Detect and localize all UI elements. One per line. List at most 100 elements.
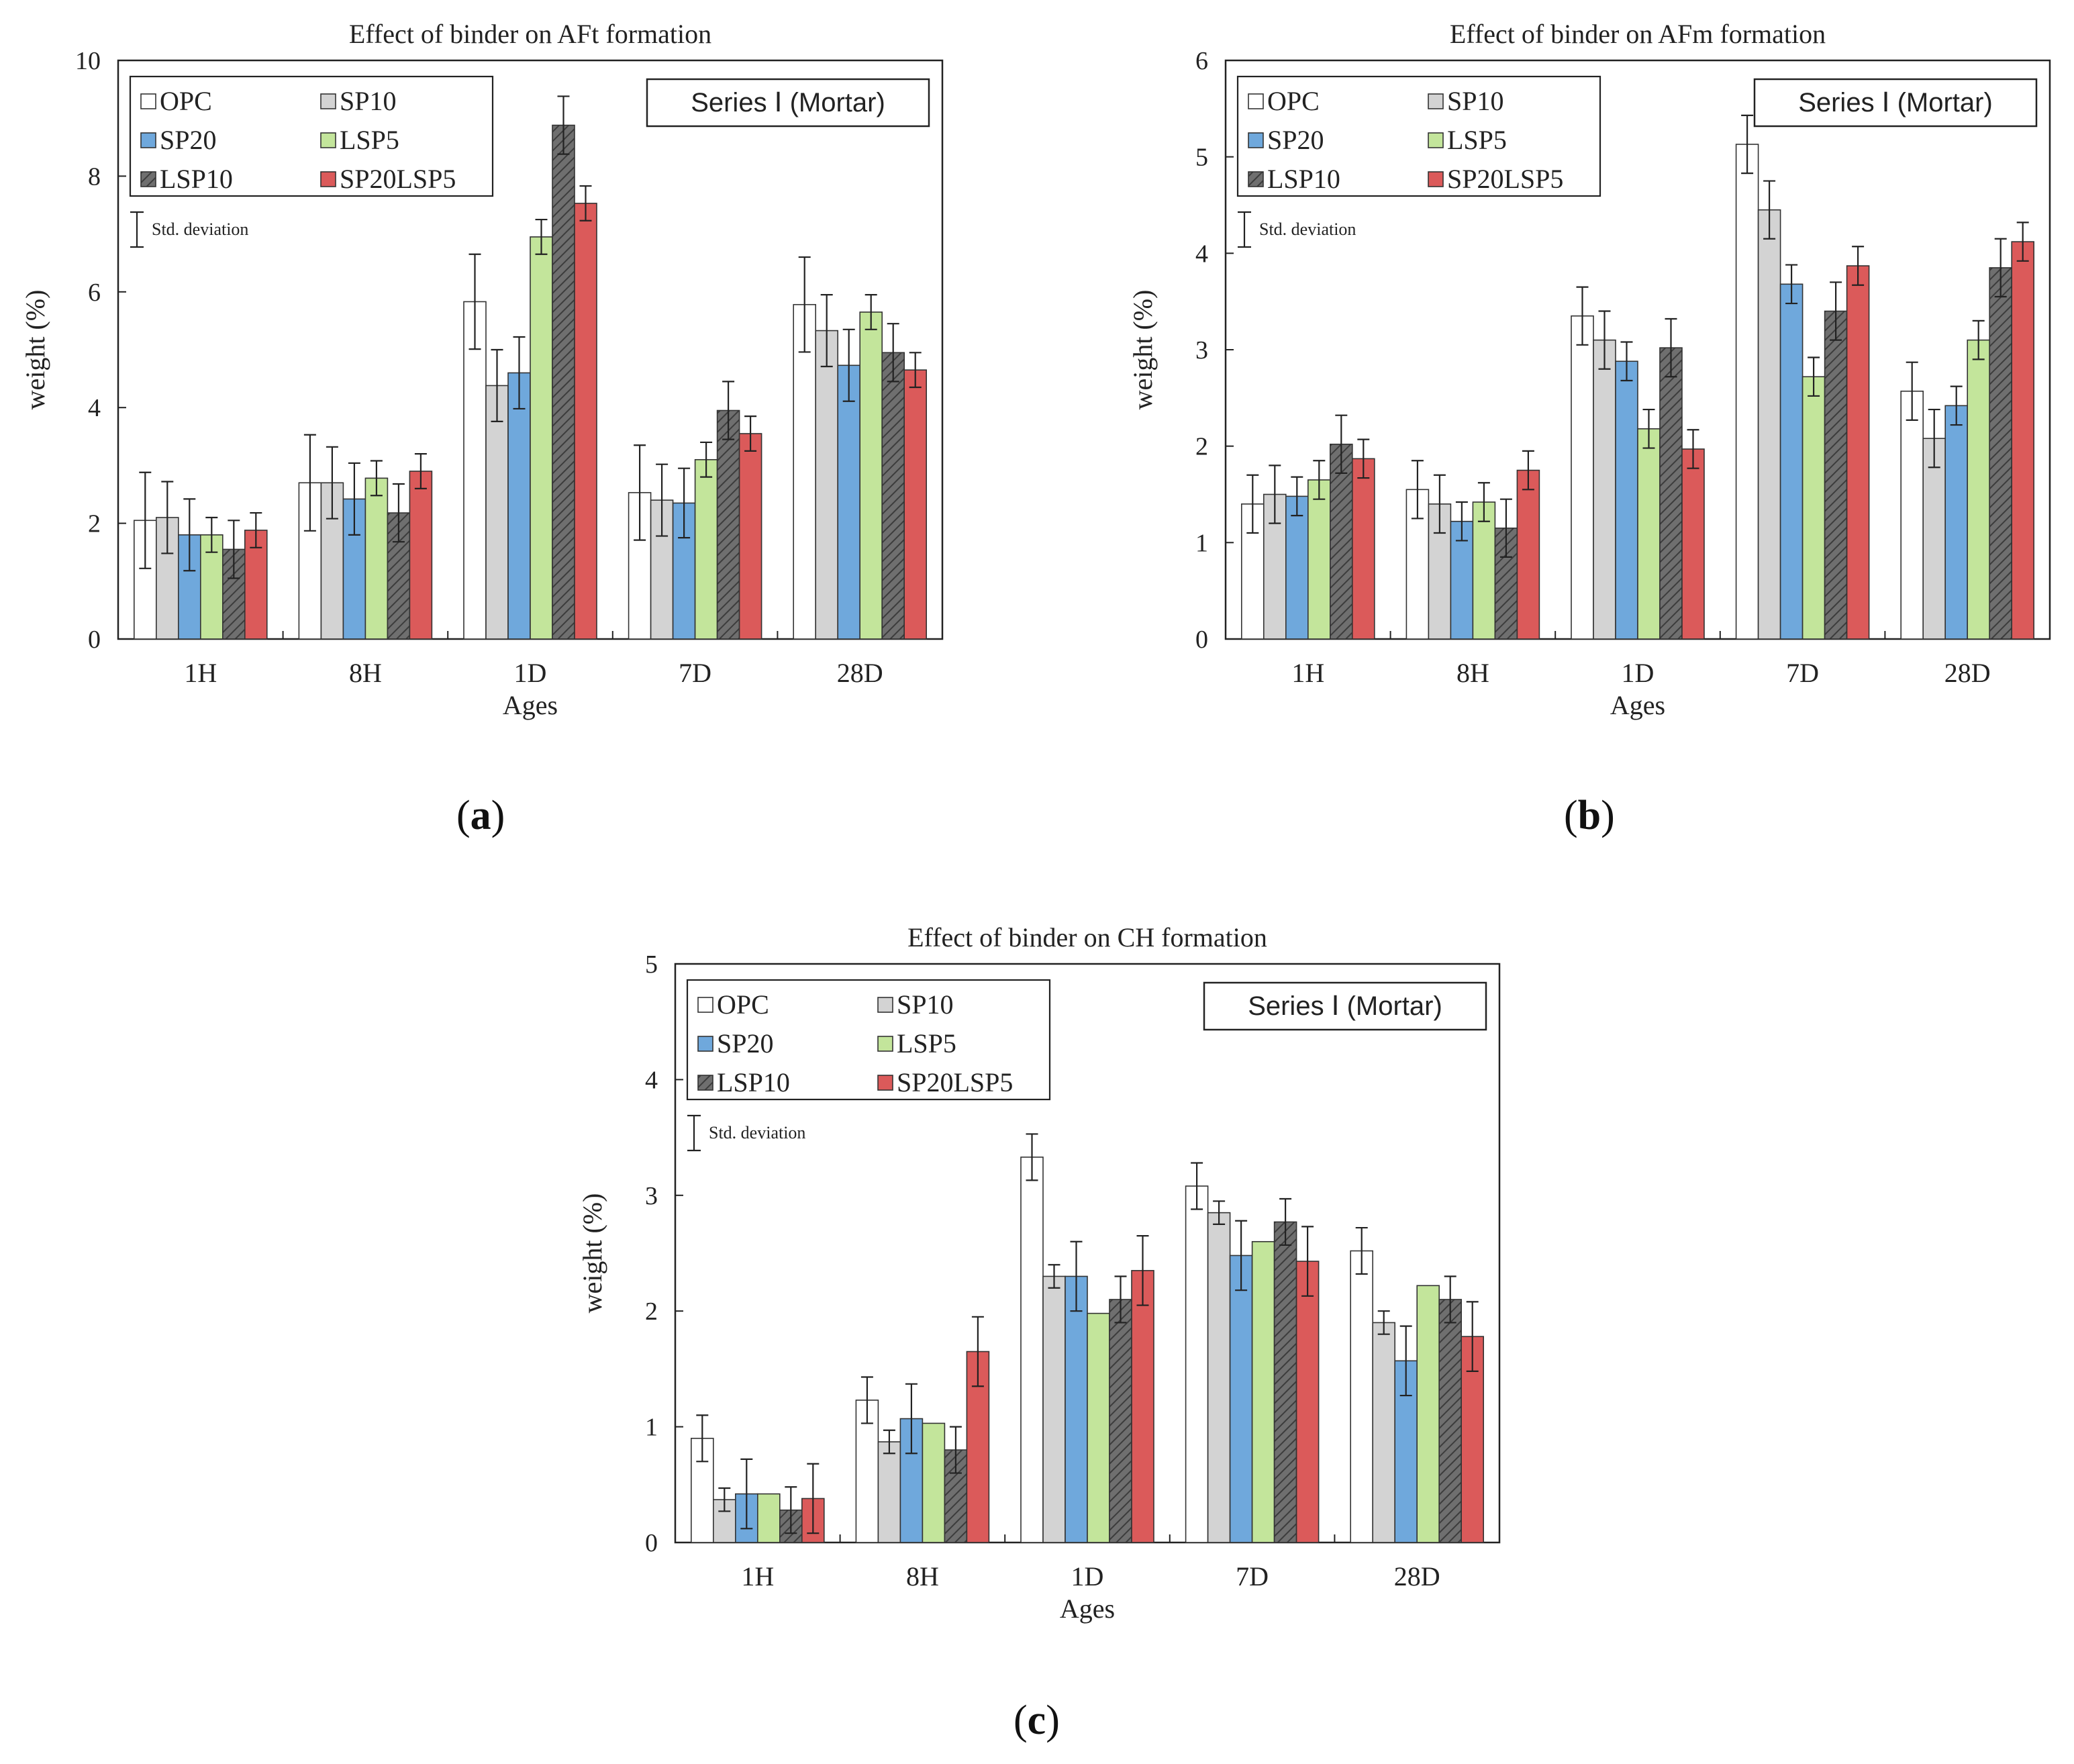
x-tick-label: 1H	[184, 658, 217, 688]
bar-lsp5-7d	[1251, 1240, 1275, 1543]
bar-sp10-7d	[1207, 1212, 1231, 1543]
bar-sp20-8h	[342, 498, 366, 640]
legend-swatch-lsp5	[877, 1036, 893, 1052]
legend-label-lsp5: LSP5	[897, 1028, 956, 1059]
std-deviation-label: Std. deviation	[152, 219, 248, 239]
legend-swatch-sp20lsp5	[320, 171, 336, 187]
x-tick-label: 1D	[1071, 1561, 1104, 1591]
bar-sp20-1d	[507, 372, 531, 640]
y-tick-label: 0	[88, 626, 101, 654]
bar-opc-28d	[1350, 1250, 1373, 1543]
x-tick-label: 1D	[1622, 658, 1655, 688]
chart-title: Effect of binder on AFm formation	[1450, 19, 1826, 49]
bar-sp20lsp5-8h	[1516, 469, 1540, 640]
bar-opc-1d	[1020, 1157, 1044, 1543]
y-tick-label: 1	[645, 1414, 658, 1442]
y-axis-label: weight (%)	[1128, 290, 1158, 410]
bar-sp10-8h	[877, 1441, 901, 1543]
bar-sp10-7d	[1757, 209, 1781, 640]
legend-swatch-sp20lsp5	[1428, 171, 1444, 187]
bar-sp10-28d	[1922, 438, 1946, 640]
bar-lsp5-1d	[530, 236, 553, 640]
legend-swatch-sp20lsp5	[877, 1075, 893, 1091]
chart-title: Effect of binder on CH formation	[907, 922, 1267, 952]
bar-sp20-28d	[1944, 405, 1968, 640]
bar-lsp10-28d	[1438, 1299, 1462, 1543]
series-box	[1203, 981, 1487, 1031]
legend-swatch-sp20	[140, 132, 156, 148]
std-deviation-label: Std. deviation	[1259, 219, 1356, 239]
legend-label-lsp10: LSP10	[717, 1067, 790, 1097]
legend-swatch-lsp5	[320, 132, 336, 148]
bar-opc-7d	[1185, 1185, 1209, 1543]
bar-sp10-1d	[1042, 1275, 1066, 1543]
x-tick-label: 8H	[1456, 658, 1489, 688]
y-tick-label: 5	[1195, 144, 1208, 172]
bar-lsp5-1d	[1637, 428, 1661, 640]
bar-sp10-8h	[1428, 503, 1452, 640]
bar-lsp10-1d	[552, 124, 575, 640]
legend-label-lsp5: LSP5	[1447, 125, 1507, 155]
bar-sp20-7d	[1229, 1255, 1253, 1543]
bar-lsp5-1d	[1087, 1312, 1110, 1543]
bar-lsp10-7d	[1273, 1221, 1297, 1543]
series-box-label: Series Ⅰ (Mortar)	[1798, 88, 1993, 117]
bar-lsp5-8h	[1472, 501, 1496, 640]
y-tick-label: 5	[645, 950, 658, 979]
legend-swatch-opc	[140, 93, 156, 109]
y-tick-label: 3	[645, 1182, 658, 1210]
y-tick-label: 2	[88, 510, 101, 538]
bar-sp20lsp5-1d	[1681, 448, 1705, 640]
bar-lsp10-28d	[881, 352, 905, 640]
bar-lsp10-1d	[1659, 347, 1683, 640]
y-tick-label: 2	[1195, 433, 1208, 461]
x-tick-label: 7D	[1236, 1561, 1269, 1591]
y-tick-label: 2	[645, 1297, 658, 1326]
legend-swatch-opc	[697, 997, 713, 1013]
legend-swatch-lsp10	[140, 171, 156, 187]
series-box-label: Series Ⅰ (Mortar)	[1248, 991, 1442, 1021]
std-deviation-label: Std. deviation	[709, 1123, 805, 1142]
bar-lsp5-7d	[694, 458, 718, 640]
bar-lsp10-7d	[1824, 310, 1848, 640]
bar-opc-1d	[463, 301, 487, 640]
bar-sp10-1d	[485, 385, 509, 640]
bar-sp20lsp5-28d	[2011, 241, 2034, 640]
x-axis-label: Ages	[1060, 1594, 1115, 1624]
legend-label-sp10: SP10	[1447, 86, 1504, 116]
x-tick-label: 8H	[349, 658, 382, 688]
y-tick-label: 6	[88, 279, 101, 307]
legend-label-sp20lsp5: SP20LSP5	[897, 1067, 1013, 1097]
bar-lsp5-8h	[922, 1422, 946, 1543]
legend-label-lsp10: LSP10	[160, 164, 233, 194]
x-tick-label: 28D	[1394, 1561, 1440, 1591]
legend-label-opc: OPC	[717, 989, 769, 1020]
legend-label-lsp10: LSP10	[1267, 164, 1340, 194]
y-tick-label: 4	[645, 1066, 658, 1094]
y-tick-label: 4	[1195, 240, 1208, 268]
x-tick-label: 7D	[1786, 658, 1819, 688]
y-tick-label: 4	[88, 394, 101, 422]
chart-title: Effect of binder on AFt formation	[349, 19, 711, 49]
bar-sp20-1h	[1285, 495, 1309, 640]
legend-swatch-sp10	[320, 93, 336, 109]
bar-sp20lsp5-8h	[409, 471, 433, 640]
bar-sp10-28d	[1372, 1322, 1395, 1543]
y-tick-label: 0	[645, 1529, 658, 1557]
bar-opc-28d	[793, 303, 816, 640]
chart-b: Effect of binder on AFm formation 0 1 2 3 4 5 6…	[1128, 19, 2051, 720]
legend-swatch-sp10	[877, 997, 893, 1013]
series-box	[1753, 78, 2038, 128]
bar-sp20-1d	[1065, 1275, 1088, 1543]
y-tick-label: 1	[1195, 529, 1208, 557]
bar-sp10-28d	[815, 330, 838, 640]
x-tick-label: 28D	[837, 658, 883, 688]
x-tick-label: 1D	[514, 658, 547, 688]
bar-lsp5-28d	[859, 311, 883, 640]
bar-lsp5-7d	[1801, 376, 1826, 640]
panel-label-c: (c)	[1014, 1698, 1060, 1743]
chart-a: Effect of binder on AFt formation 0 2 4 6 8 10…	[20, 19, 944, 720]
bar-opc-1h	[1241, 503, 1265, 640]
bar-lsp10-1d	[1109, 1299, 1132, 1543]
